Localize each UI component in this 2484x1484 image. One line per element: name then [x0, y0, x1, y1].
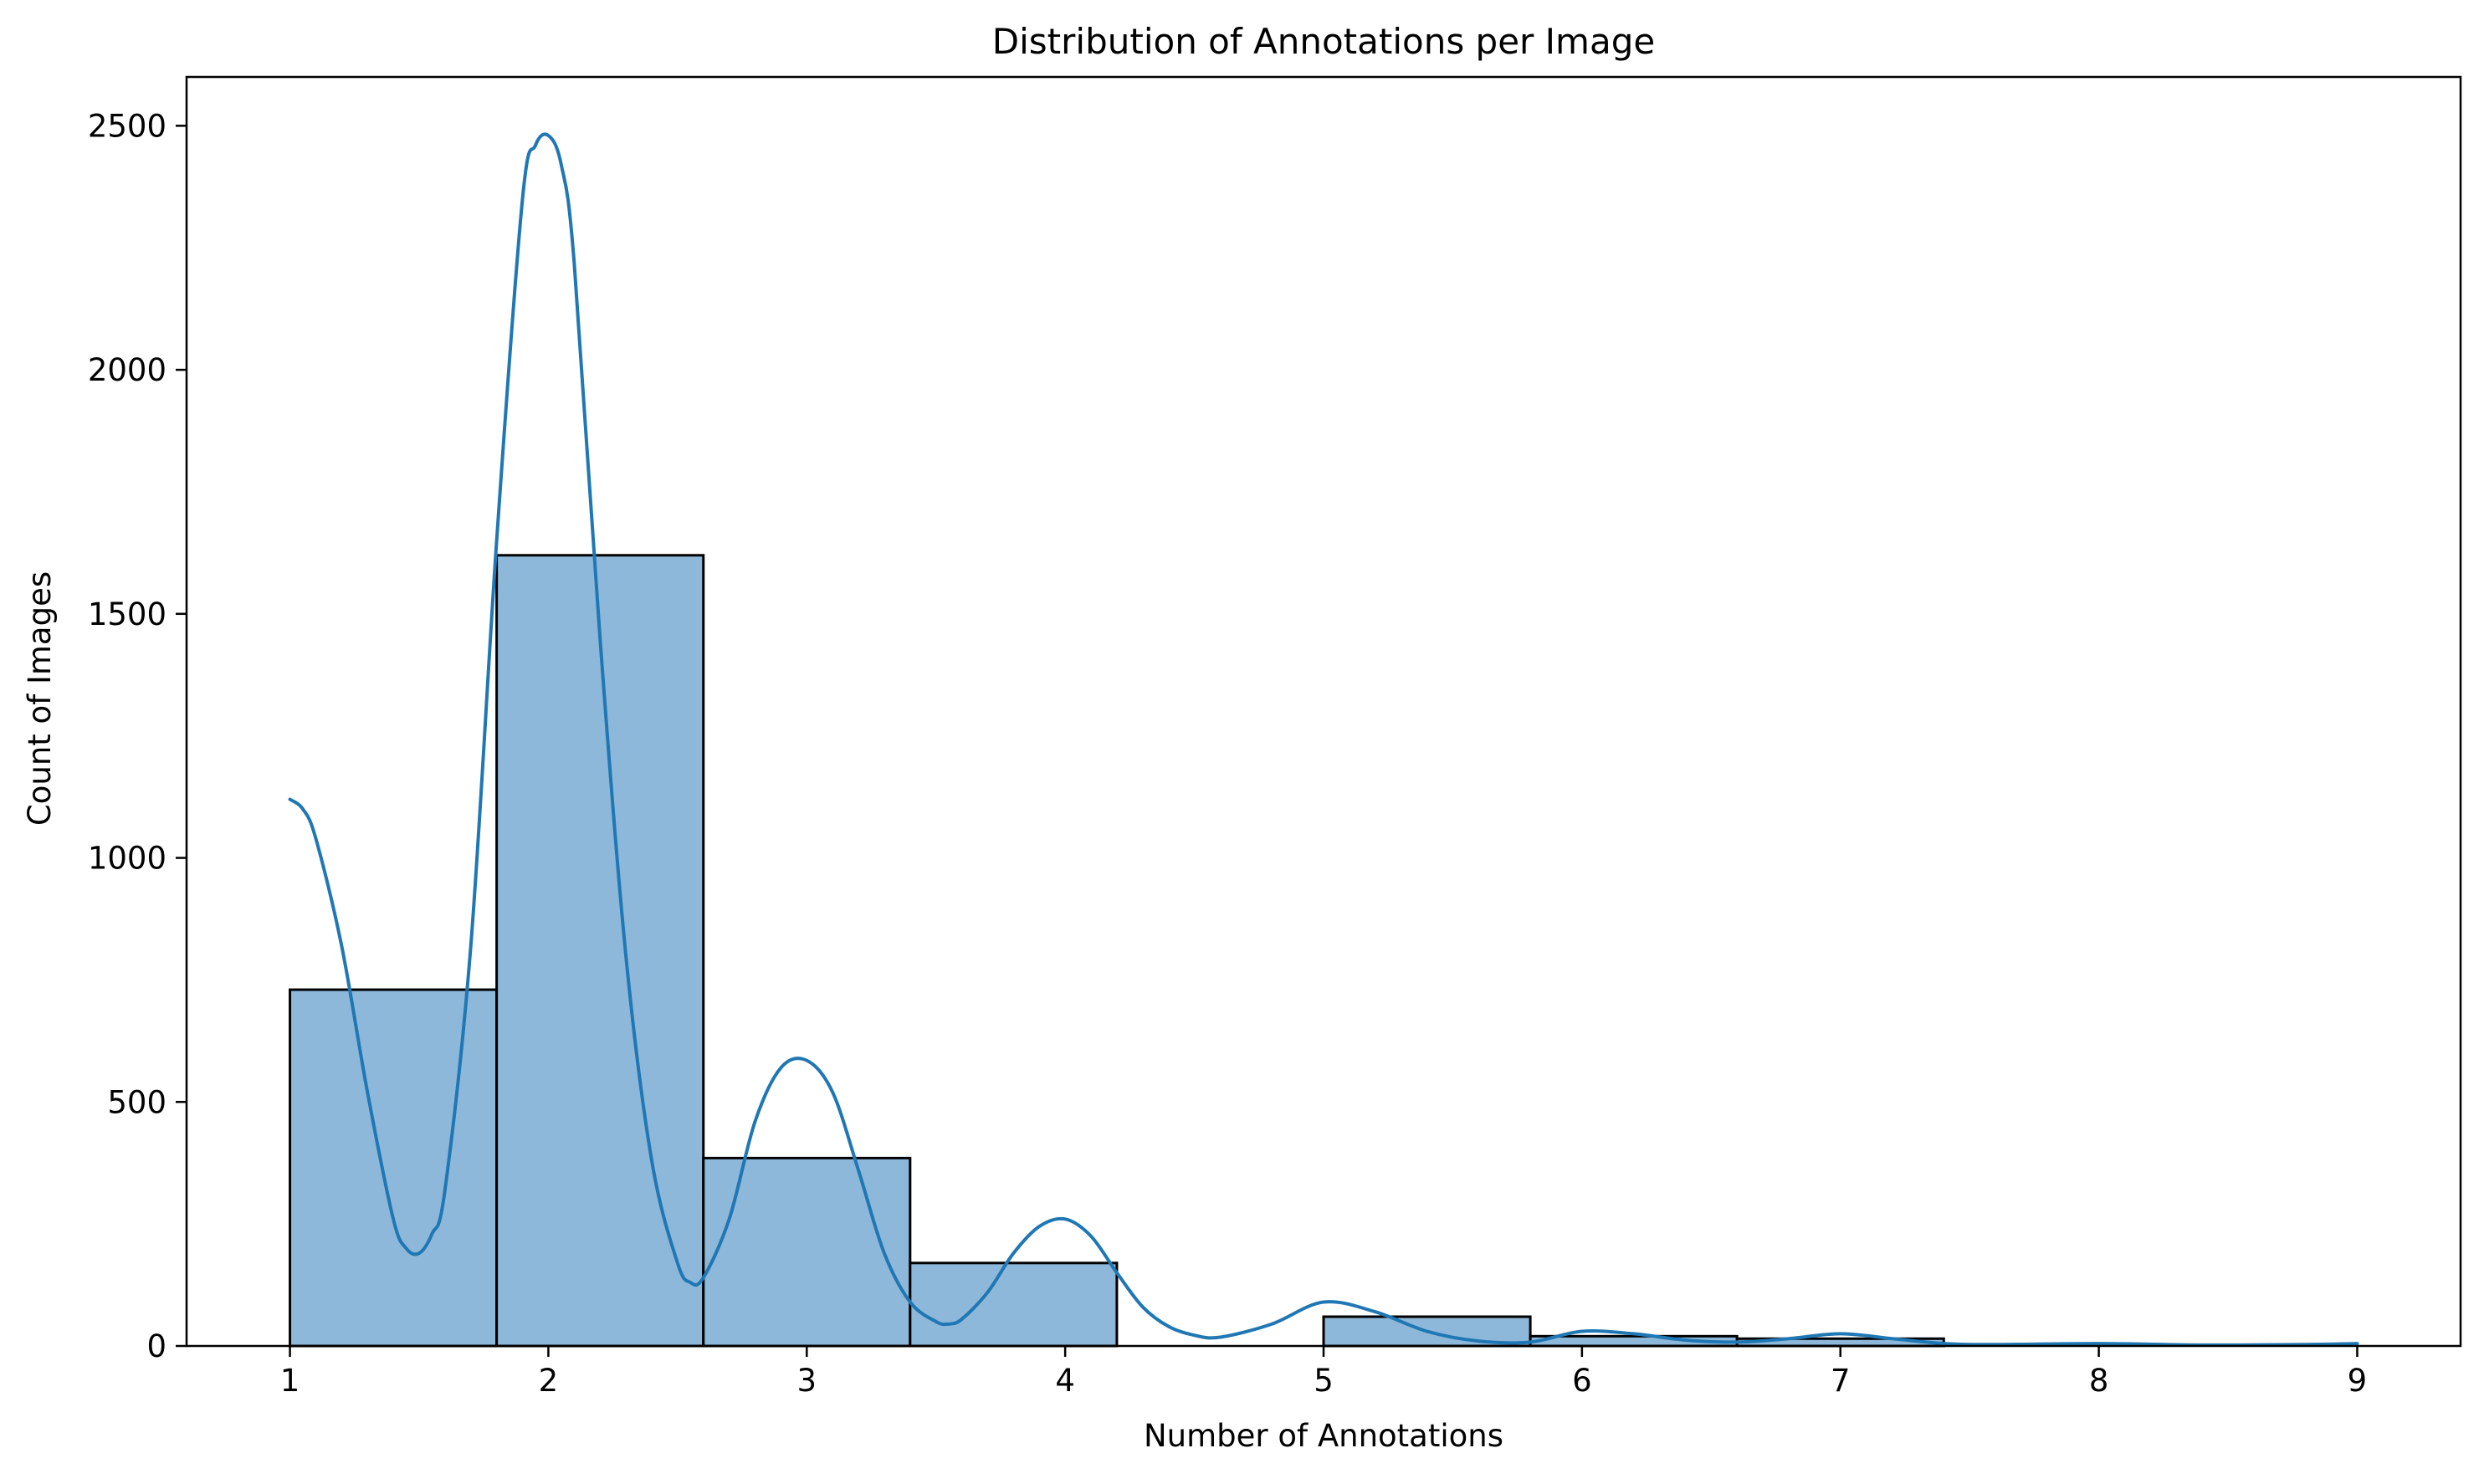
y-axis: 0 500 1000 1500 2000 2500 [88, 108, 187, 1364]
x-tick-label: 9 [2348, 1363, 2368, 1399]
x-tick-label: 5 [1314, 1363, 1334, 1399]
histogram-bar-3 [702, 1156, 912, 1348]
kde-density-curve [288, 132, 2359, 1347]
y-tick-label: 2500 [88, 108, 166, 144]
y-axis-label: Count of Images [22, 571, 58, 826]
y-tick-label: 1000 [88, 841, 166, 877]
x-tick-label: 2 [539, 1363, 559, 1399]
histogram-bar-2 [495, 554, 705, 1348]
chart-title: Distribution of Annotations per Image [992, 21, 1655, 62]
y-tick-label: 0 [146, 1328, 166, 1364]
histogram-bar-1 [289, 988, 499, 1348]
y-tick-label: 500 [107, 1084, 166, 1120]
histogram-bar-4 [909, 1261, 1119, 1348]
histogram-bars [289, 554, 1945, 1348]
y-tick-label: 2000 [88, 352, 166, 388]
x-tick-label: 6 [1572, 1363, 1592, 1399]
y-tick-label: 1500 [88, 596, 166, 632]
x-axis-label: Number of Annotations [1144, 1418, 1503, 1454]
x-tick-label: 8 [2089, 1363, 2109, 1399]
x-tick-label: 3 [796, 1363, 817, 1399]
x-axis: 1 2 3 4 5 6 7 8 9 [280, 1346, 2367, 1399]
x-tick-label: 7 [1831, 1363, 1851, 1399]
x-tick-label: 4 [1055, 1363, 1075, 1399]
x-tick-label: 1 [280, 1363, 300, 1399]
